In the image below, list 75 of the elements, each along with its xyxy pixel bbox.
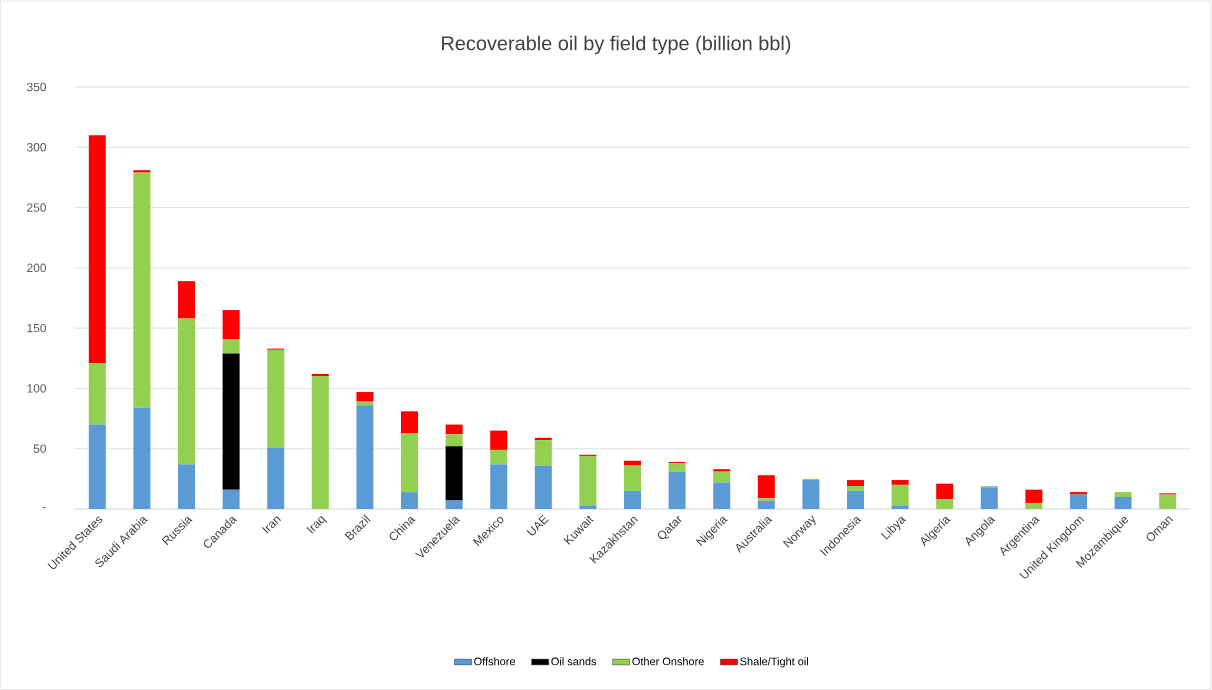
bar xyxy=(668,463,686,472)
bar xyxy=(802,480,820,509)
bar xyxy=(1025,489,1043,503)
bar xyxy=(980,487,998,509)
bar xyxy=(624,460,641,466)
legend-label: Other Onshore xyxy=(632,657,704,666)
bar xyxy=(1025,502,1043,509)
bar xyxy=(401,411,418,434)
bar xyxy=(579,455,597,506)
bar xyxy=(847,486,864,491)
bar xyxy=(847,490,864,509)
bar xyxy=(222,310,240,339)
y-tick-label: 150 xyxy=(27,323,47,333)
bar xyxy=(936,483,954,500)
bar xyxy=(445,424,463,435)
bar xyxy=(88,363,106,425)
y-tick-label: 250 xyxy=(27,203,47,212)
bar xyxy=(891,484,909,506)
bar xyxy=(88,135,106,364)
bar xyxy=(757,475,775,499)
bar xyxy=(1114,492,1132,497)
bar xyxy=(133,172,151,408)
bar xyxy=(133,407,151,509)
y-tick-label: 200 xyxy=(27,263,47,273)
bar xyxy=(267,447,285,509)
y-tick-label: 300 xyxy=(27,143,47,152)
bar xyxy=(713,469,731,472)
bar xyxy=(757,498,775,501)
bar xyxy=(757,500,775,509)
bar xyxy=(356,405,374,509)
bar xyxy=(445,500,463,509)
bar xyxy=(668,471,686,509)
bar xyxy=(490,449,508,465)
bar xyxy=(490,430,508,450)
bar xyxy=(356,392,374,402)
legend-label: Oil sands xyxy=(551,657,597,666)
x-tick-label: Iraq xyxy=(306,515,328,534)
bar xyxy=(713,482,731,509)
bar xyxy=(178,318,196,465)
chart-title: Recoverable oil by field type (billion bbl) xyxy=(442,35,791,55)
bar xyxy=(490,464,508,509)
bar xyxy=(311,376,329,509)
bar xyxy=(222,338,240,354)
bar xyxy=(401,433,418,493)
bar xyxy=(1069,492,1087,495)
bar xyxy=(579,505,597,509)
bar xyxy=(222,489,240,509)
legend-label: Shale/Tight oil xyxy=(740,657,808,668)
bar xyxy=(891,480,909,485)
bar xyxy=(891,505,909,509)
y-tick-label: 350 xyxy=(27,82,47,92)
bar xyxy=(534,440,552,466)
bar xyxy=(445,434,463,447)
legend-label: Offshore xyxy=(474,657,516,666)
bar xyxy=(133,170,151,173)
bar xyxy=(1114,496,1132,509)
y-tick-label: 100 xyxy=(27,384,47,393)
bar xyxy=(1069,494,1087,509)
bar xyxy=(178,464,196,509)
bar xyxy=(936,499,954,509)
bar xyxy=(88,424,106,509)
bar xyxy=(534,465,552,509)
bar xyxy=(713,471,731,483)
bar xyxy=(401,492,418,509)
bar xyxy=(847,480,864,487)
bar xyxy=(624,490,641,509)
bar xyxy=(1159,494,1177,509)
y-tick-label: - xyxy=(43,507,46,509)
bar xyxy=(624,465,641,491)
bar xyxy=(178,281,196,319)
x-tick-label: Iran xyxy=(261,516,281,534)
bar xyxy=(267,349,285,448)
bar xyxy=(222,353,240,490)
y-tick-label: 50 xyxy=(33,444,47,453)
bar xyxy=(445,446,463,501)
